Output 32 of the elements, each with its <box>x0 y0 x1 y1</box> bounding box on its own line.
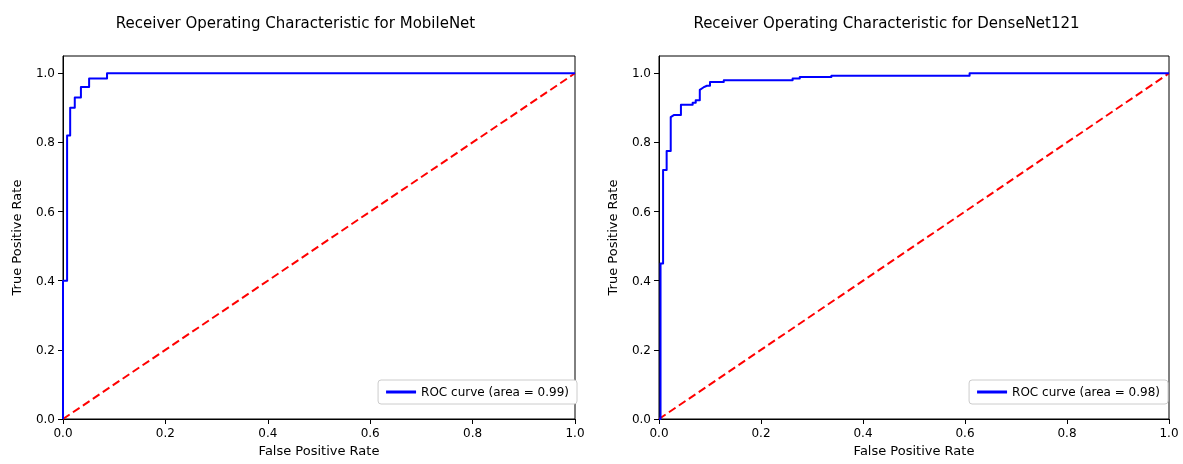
y-tick-label: 0.4 <box>631 273 651 288</box>
x-tick-label: 1.0 <box>565 426 585 440</box>
y-tick-label: 0.2 <box>631 342 651 357</box>
y-axis-title: True Positive Rate <box>605 179 620 297</box>
x-tick-label: 0.2 <box>155 426 175 440</box>
x-tick-label: 0.4 <box>258 426 278 440</box>
x-tick-label: 0.0 <box>53 426 73 440</box>
y-tick-label: 0.8 <box>631 135 651 150</box>
x-tick-label: 0.8 <box>1057 426 1077 440</box>
y-tick-label: 0.6 <box>35 204 55 219</box>
x-tick-label: 0.6 <box>955 426 975 440</box>
y-tick-label: 1.0 <box>631 66 651 81</box>
y-tick-label: 0.0 <box>35 412 55 426</box>
x-tick-label: 0.2 <box>751 426 771 440</box>
y-tick-label: 0.8 <box>35 135 55 150</box>
x-tick-label: 0.4 <box>853 426 873 440</box>
x-tick-label: 1.0 <box>1159 426 1179 440</box>
y-tick-label: 0.2 <box>35 342 55 357</box>
x-tick-label: 0.6 <box>360 426 380 440</box>
legend-label: ROC curve (area = 0.99) <box>421 385 569 399</box>
y-tick-label: 0.4 <box>35 273 55 288</box>
y-tick-label: 0.6 <box>631 204 651 219</box>
chart-title: Receiver Operating Characteristic for MobileNet <box>115 13 476 32</box>
y-tick-label: 0.0 <box>631 412 651 426</box>
x-tick-label: 0.0 <box>649 426 669 440</box>
y-tick-label: 1.0 <box>35 66 55 81</box>
x-tick-label: 0.8 <box>463 426 483 440</box>
x-axis-title: False Positive Rate <box>258 442 380 458</box>
legend-label: ROC curve (area = 0.98) <box>1012 385 1160 399</box>
x-axis-title: False Positive Rate <box>853 442 975 458</box>
chart-title: Receiver Operating Characteristic for DenseNet121 <box>693 13 1080 32</box>
y-axis-title: True Positive Rate <box>9 179 24 297</box>
